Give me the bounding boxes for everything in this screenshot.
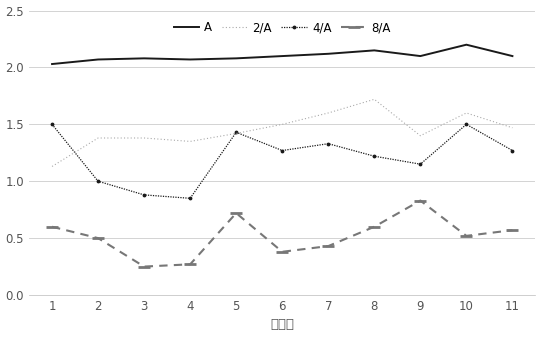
Legend: A, 2/A, 4/A, 8/A: A, 2/A, 4/A, 8/A bbox=[169, 17, 395, 39]
X-axis label: 平均数: 平均数 bbox=[270, 318, 294, 332]
